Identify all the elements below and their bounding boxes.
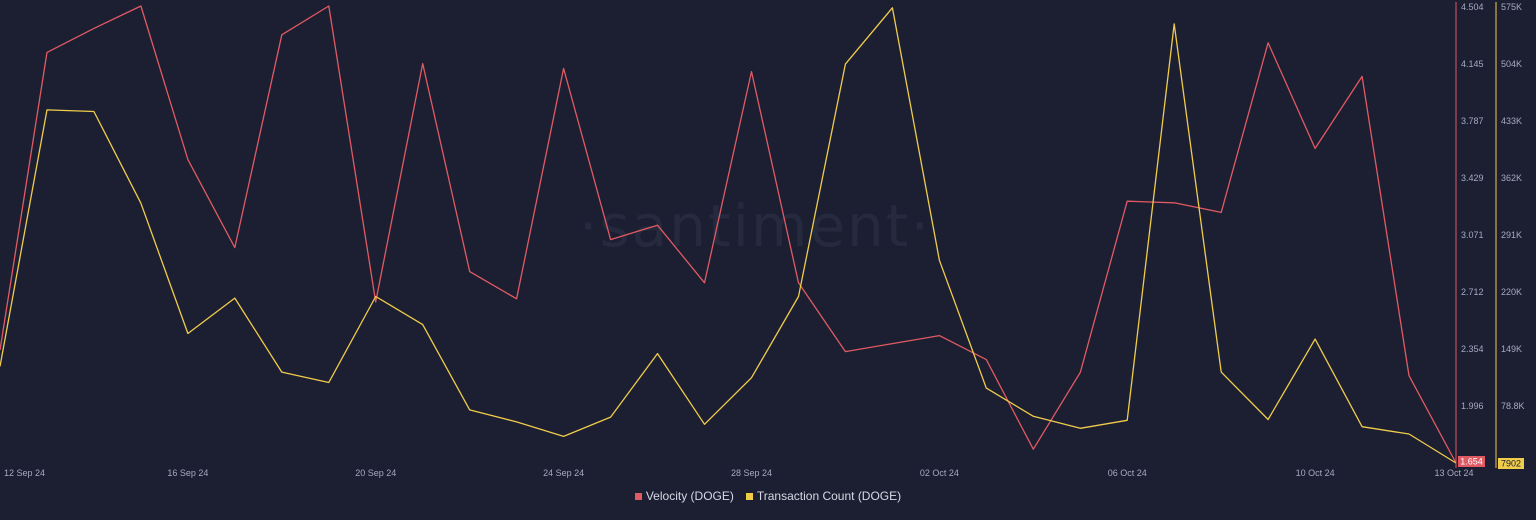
x-tick-label: 10 Oct 24: [1296, 468, 1335, 478]
y-right-tick-label: 291K: [1501, 230, 1522, 240]
transaction-count-last-value-badge: 7902: [1498, 458, 1524, 469]
y-right-tick-label: 575K: [1501, 2, 1522, 12]
legend: Velocity (DOGE) Transaction Count (DOGE): [0, 489, 1536, 503]
x-tick-label: 16 Sep 24: [167, 468, 208, 478]
x-tick-label: 13 Oct 24: [1434, 468, 1473, 478]
x-tick-label: 24 Sep 24: [543, 468, 584, 478]
y-left-tick-label: 2.712: [1461, 287, 1484, 297]
y-right-tick-label: 433K: [1501, 116, 1522, 126]
y-right-tick-label: 78.8K: [1501, 401, 1525, 411]
y-left-tick-label: 3.071: [1461, 230, 1484, 240]
x-tick-label: 28 Sep 24: [731, 468, 772, 478]
y-right-tick-label: 362K: [1501, 173, 1522, 183]
y-left-tick-label: 1.996: [1461, 401, 1484, 411]
y-right-tick-label: 149K: [1501, 344, 1522, 354]
legend-item-velocity[interactable]: Velocity (DOGE): [634, 489, 734, 503]
santiment-watermark: ·santiment·: [579, 192, 931, 260]
axes-group: 4.504 4.145 3.787 3.429 3.071 2.712 2.354 1.996…: [4, 2, 1525, 478]
x-tick-label: 20 Sep 24: [355, 468, 396, 478]
x-tick-label: 12 Sep 24: [4, 468, 45, 478]
last-value-badges: 1.654 7902: [1458, 456, 1524, 469]
legend-item-transaction-count[interactable]: Transaction Count (DOGE): [745, 489, 902, 503]
y-right-tick-label: 220K: [1501, 287, 1522, 297]
y-left-tick-label: 3.429: [1461, 173, 1484, 183]
velocity-badge-text: 1.654: [1460, 457, 1483, 467]
x-tick-label: 06 Oct 24: [1108, 468, 1147, 478]
transaction-count-badge-bg: [1498, 458, 1524, 469]
legend-label-velocity: Velocity (DOGE): [645, 489, 734, 503]
velocity-last-value-badge: 1.654: [1458, 456, 1485, 467]
legend-label-transaction-count: Transaction Count (DOGE): [756, 489, 902, 503]
transaction-count-line[interactable]: [0, 7, 1457, 464]
y-left-tick-label: 4.145: [1461, 59, 1484, 69]
velocity-badge-bg: [1458, 456, 1485, 467]
series-lines[interactable]: [0, 5, 1457, 464]
velocity-line[interactable]: [0, 5, 1457, 464]
x-tick-label: 02 Oct 24: [920, 468, 959, 478]
y-left-tick-label: 2.354: [1461, 344, 1484, 354]
legend-swatch-velocity: [634, 492, 642, 500]
transaction-count-badge-text: 7902: [1501, 459, 1521, 469]
y-left-tick-label: 3.787: [1461, 116, 1484, 126]
y-left-tick-label: 4.504: [1461, 2, 1484, 12]
legend-swatch-transaction-count: [745, 492, 753, 500]
y-right-tick-label: 504K: [1501, 59, 1522, 69]
